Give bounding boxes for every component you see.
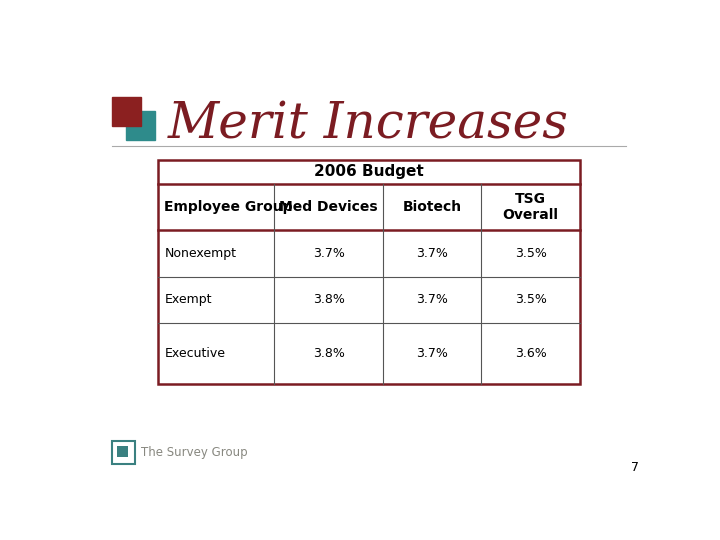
Text: The Survey Group: The Survey Group — [141, 446, 248, 458]
Text: 3.7%: 3.7% — [416, 293, 448, 306]
Text: 2006 Budget: 2006 Budget — [314, 164, 424, 179]
Bar — [117, 446, 128, 457]
Text: 3.8%: 3.8% — [312, 293, 345, 306]
Bar — [158, 159, 580, 384]
Text: TSG
Overall: TSG Overall — [503, 192, 559, 222]
Text: 3.8%: 3.8% — [312, 347, 345, 360]
Text: Biotech: Biotech — [402, 200, 462, 214]
Text: 7: 7 — [631, 462, 639, 475]
Text: 3.7%: 3.7% — [416, 347, 448, 360]
Bar — [112, 441, 135, 464]
Text: 3.5%: 3.5% — [515, 293, 546, 306]
Text: 3.6%: 3.6% — [515, 347, 546, 360]
Bar — [112, 97, 141, 126]
Text: 3.5%: 3.5% — [515, 247, 546, 260]
Text: Exempt: Exempt — [164, 293, 212, 306]
Text: 3.7%: 3.7% — [416, 247, 448, 260]
Bar — [119, 106, 138, 124]
Text: Executive: Executive — [164, 347, 225, 360]
Text: Merit Increases: Merit Increases — [168, 100, 568, 150]
Text: Med Devices: Med Devices — [279, 200, 378, 214]
Text: Employee Group: Employee Group — [164, 200, 293, 214]
Text: Nonexempt: Nonexempt — [164, 247, 236, 260]
Text: 3.7%: 3.7% — [312, 247, 345, 260]
Bar — [126, 111, 155, 140]
